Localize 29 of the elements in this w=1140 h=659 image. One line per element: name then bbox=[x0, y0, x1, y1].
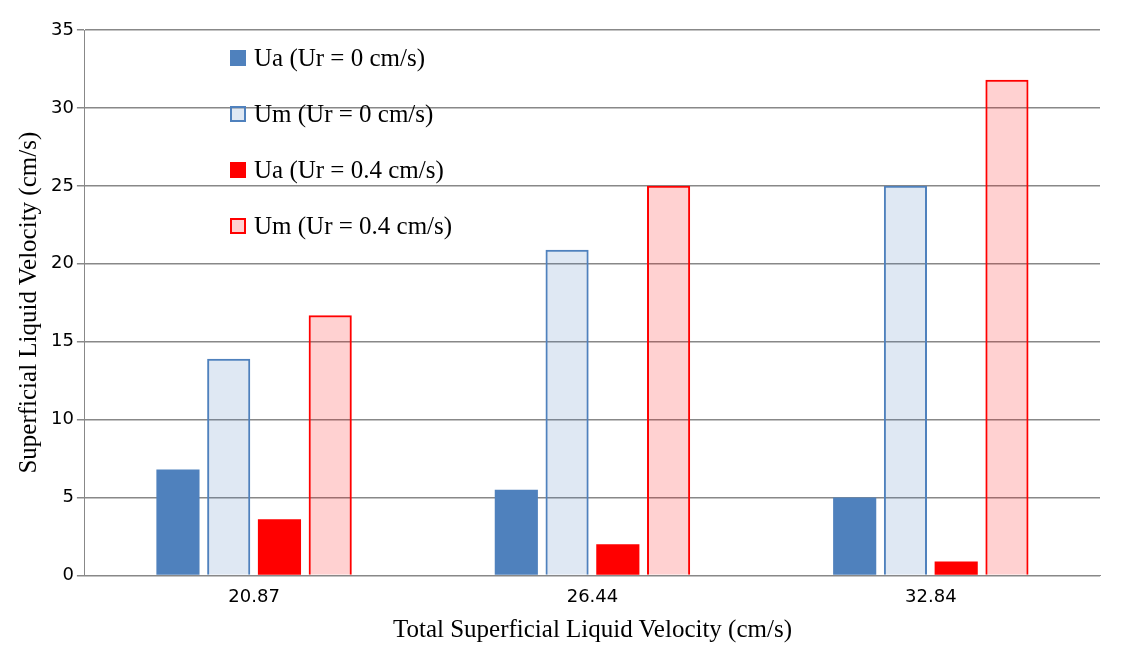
legend-label: Ua (Ur = 0 cm/s) bbox=[253, 43, 426, 74]
legend-label: Um (Ur = 0 cm/s) bbox=[253, 99, 435, 129]
bar bbox=[207, 358, 251, 575]
y-tick-label: 35 bbox=[51, 17, 74, 39]
bar bbox=[308, 315, 352, 575]
y-tick-label: 25 bbox=[51, 173, 74, 195]
bar bbox=[647, 185, 691, 575]
legend-label: Ua (Ur = 0.4 cm/s) bbox=[253, 155, 445, 186]
bar bbox=[156, 469, 200, 575]
x-axis-title: Total Superficial Liquid Velocity (cm/s) bbox=[392, 614, 792, 643]
x-tick-label: 26.44 bbox=[566, 584, 619, 606]
bar bbox=[545, 249, 589, 575]
y-tick-label: 0 bbox=[62, 563, 74, 585]
y-tick-label: 30 bbox=[51, 95, 74, 117]
y-tick-label: 5 bbox=[62, 485, 74, 507]
bar bbox=[494, 489, 538, 575]
bar bbox=[833, 497, 877, 575]
y-tick-label: 20 bbox=[51, 251, 74, 273]
x-tick-label: 20.87 bbox=[228, 584, 280, 606]
bar bbox=[934, 561, 978, 575]
y-tick-label: 10 bbox=[51, 407, 74, 429]
y-axis-title: Superficial Liquid Velocity (cm/s) bbox=[13, 131, 42, 474]
bar bbox=[596, 544, 640, 575]
y-tick-label: 15 bbox=[51, 329, 74, 351]
bar bbox=[883, 185, 928, 575]
bar bbox=[985, 79, 1029, 575]
legend-label: Um (Ur = 0.4 cm/s) bbox=[253, 211, 453, 241]
bar bbox=[257, 519, 302, 575]
x-tick-label: 32.84 bbox=[905, 584, 957, 606]
